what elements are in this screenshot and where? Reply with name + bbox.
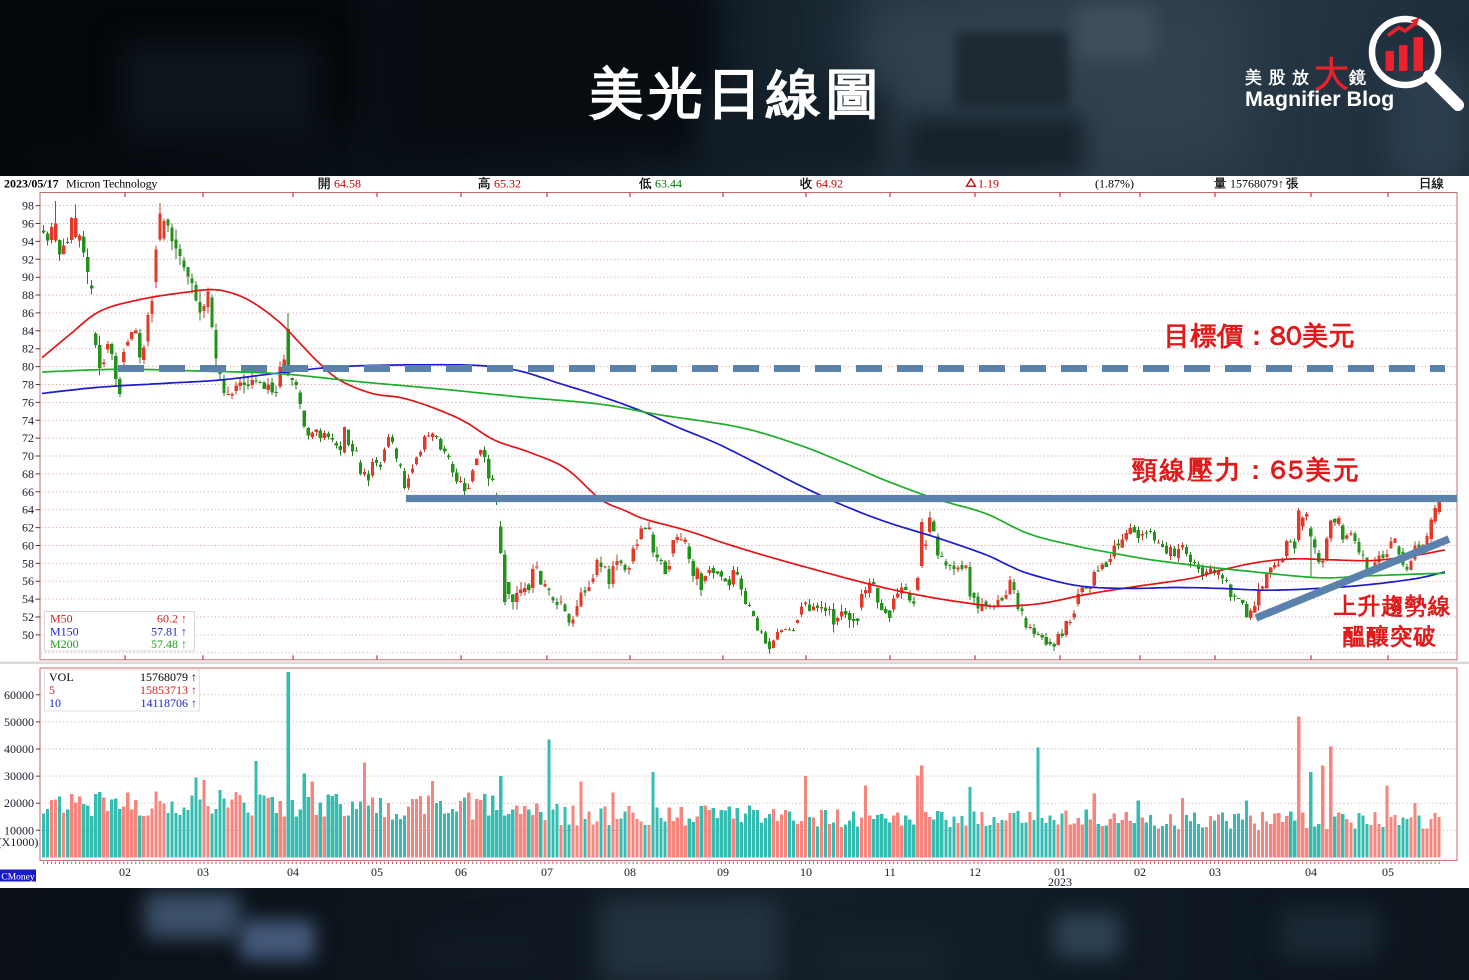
svg-text:(1.87%): (1.87%) xyxy=(1095,177,1134,191)
svg-text:06: 06 xyxy=(455,865,467,879)
svg-text:60: 60 xyxy=(22,539,34,553)
svg-text:03: 03 xyxy=(197,865,209,879)
svg-text:02: 02 xyxy=(119,865,131,879)
svg-text:50: 50 xyxy=(22,628,34,642)
svg-text:76: 76 xyxy=(22,395,34,409)
svg-text:57.81 ↑: 57.81 ↑ xyxy=(151,625,187,639)
svg-text:70: 70 xyxy=(22,449,34,463)
svg-text:14118706 ↑: 14118706 ↑ xyxy=(140,696,197,710)
svg-text:M150: M150 xyxy=(50,625,79,639)
svg-text:54: 54 xyxy=(22,592,34,606)
svg-text:15853713 ↑: 15853713 ↑ xyxy=(140,683,197,697)
svg-text:07: 07 xyxy=(541,865,553,879)
svg-text:08: 08 xyxy=(624,865,636,879)
svg-text:63.44: 63.44 xyxy=(655,177,682,191)
svg-text:(X1000): (X1000) xyxy=(0,835,38,849)
svg-text:60000: 60000 xyxy=(4,688,34,702)
svg-text:50000: 50000 xyxy=(4,715,34,729)
svg-text:20000: 20000 xyxy=(4,796,34,810)
svg-text:62: 62 xyxy=(22,521,34,535)
svg-text:1.19: 1.19 xyxy=(978,177,999,191)
svg-text:80: 80 xyxy=(22,360,34,374)
svg-text:2023/05/17: 2023/05/17 xyxy=(4,177,59,191)
svg-text:58: 58 xyxy=(22,556,34,570)
svg-text:15768079 ↑: 15768079 ↑ xyxy=(140,670,197,684)
svg-text:86: 86 xyxy=(22,306,34,320)
svg-text:64.92: 64.92 xyxy=(816,177,843,191)
svg-text:09: 09 xyxy=(717,865,729,879)
svg-text:52: 52 xyxy=(22,610,34,624)
svg-text:05: 05 xyxy=(1382,865,1394,879)
svg-text:10: 10 xyxy=(800,865,812,879)
svg-text:96: 96 xyxy=(22,217,34,231)
svg-text:92: 92 xyxy=(22,252,34,266)
svg-text:30000: 30000 xyxy=(4,769,34,783)
svg-text:M50: M50 xyxy=(50,612,73,626)
svg-text:82: 82 xyxy=(22,342,34,356)
svg-text:65.32: 65.32 xyxy=(494,177,521,191)
svg-text:68: 68 xyxy=(22,467,34,481)
svg-text:04: 04 xyxy=(1305,865,1317,879)
svg-text:15768079↑: 15768079↑ xyxy=(1230,177,1284,191)
svg-text:66: 66 xyxy=(22,485,34,499)
svg-text:64: 64 xyxy=(22,503,34,517)
svg-text:CMoney: CMoney xyxy=(1,873,35,883)
svg-text:04: 04 xyxy=(287,865,299,879)
svg-text:03: 03 xyxy=(1209,865,1221,879)
svg-text:84: 84 xyxy=(22,324,34,338)
svg-text:VOL: VOL xyxy=(49,670,74,684)
svg-text:M200: M200 xyxy=(50,637,79,651)
svg-text:64.58: 64.58 xyxy=(334,177,361,191)
svg-text:Micron Technology: Micron Technology xyxy=(66,177,157,191)
svg-text:40000: 40000 xyxy=(4,742,34,756)
svg-text:78: 78 xyxy=(22,378,34,392)
svg-text:05: 05 xyxy=(371,865,383,879)
svg-text:02: 02 xyxy=(1134,865,1146,879)
svg-text:5: 5 xyxy=(49,683,55,697)
svg-text:72: 72 xyxy=(22,431,34,445)
svg-text:56: 56 xyxy=(22,574,34,588)
svg-text:90: 90 xyxy=(22,270,34,284)
svg-text:57.48 ↑: 57.48 ↑ xyxy=(151,637,187,651)
svg-text:10000: 10000 xyxy=(4,823,34,837)
svg-text:98: 98 xyxy=(22,199,34,213)
svg-text:2023: 2023 xyxy=(1048,875,1072,889)
svg-text:01: 01 xyxy=(1054,865,1066,879)
svg-text:Magnifier Blog: Magnifier Blog xyxy=(1245,87,1394,111)
svg-text:74: 74 xyxy=(22,413,34,427)
svg-text:11: 11 xyxy=(884,865,896,879)
svg-text:10: 10 xyxy=(49,696,61,710)
svg-text:60.2 ↑: 60.2 ↑ xyxy=(157,612,187,626)
svg-text:12: 12 xyxy=(969,865,981,879)
svg-text:88: 88 xyxy=(22,288,34,302)
svg-text:94: 94 xyxy=(22,234,34,248)
